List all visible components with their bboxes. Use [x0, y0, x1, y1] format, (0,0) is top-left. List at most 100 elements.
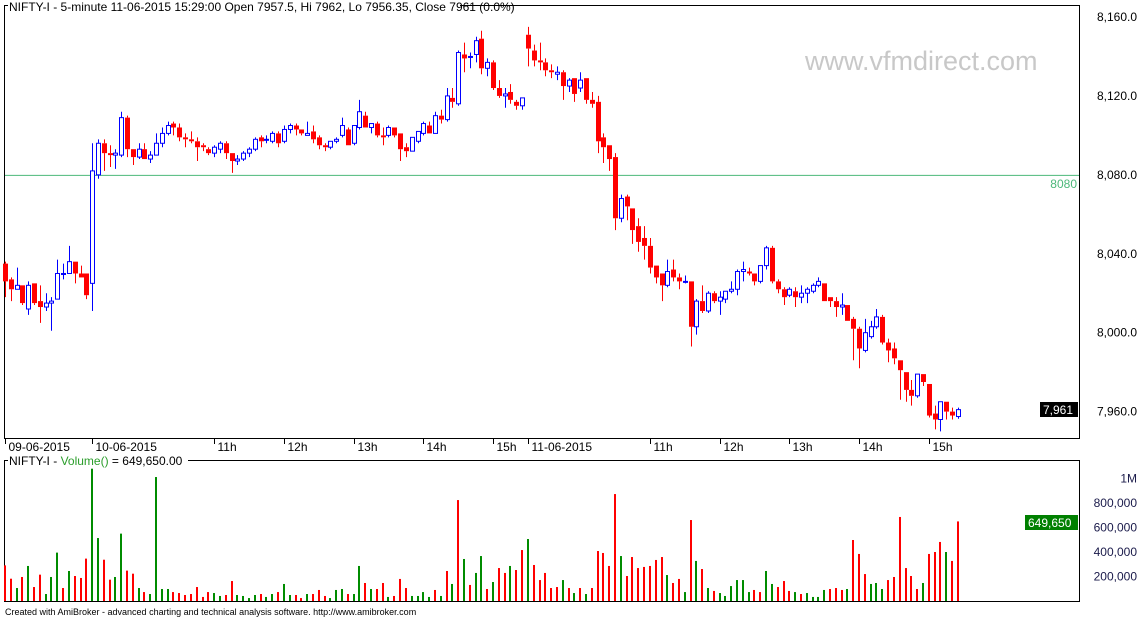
volume-bar [870, 583, 872, 601]
candle-body [567, 79, 572, 87]
volume-bar [254, 594, 256, 601]
candle-up [567, 78, 572, 92]
volume-bar [265, 596, 267, 601]
candle-up [433, 111, 438, 134]
volume-bar [771, 583, 773, 601]
volume-bar [573, 593, 575, 601]
volume-bar [324, 595, 326, 601]
price-tick-label: 8,080.0 [1097, 168, 1137, 182]
volume-bar [730, 586, 732, 601]
price-tick-label: 8,160.0 [1097, 10, 1137, 24]
candle-body [195, 141, 200, 148]
candle-body [270, 132, 275, 142]
candle-up [328, 140, 333, 150]
candle-down [20, 285, 25, 306]
volume-bar [701, 569, 703, 601]
time-tick-label: 14h [427, 440, 447, 454]
candle-body [712, 293, 717, 302]
candle-up [340, 117, 345, 138]
candle-body [520, 97, 525, 107]
candle-body [439, 115, 444, 120]
candle-body [485, 61, 490, 69]
candle-body [921, 374, 926, 383]
candle-up [270, 131, 275, 144]
candle-body [49, 300, 54, 304]
volume-bar [446, 570, 448, 601]
horizontal-line-8080[interactable]: 8080 [5, 174, 1079, 191]
candle-down [79, 265, 84, 278]
candle-body [915, 373, 920, 397]
volume-bar [504, 572, 506, 601]
candle-body [247, 148, 252, 154]
candle-down [793, 287, 798, 308]
volume-bar [231, 581, 233, 601]
candle-body [224, 143, 229, 154]
volume-bar [126, 570, 128, 601]
candle-down [642, 226, 647, 260]
candle-body [689, 281, 694, 327]
time-tick-label: 13h [793, 440, 813, 454]
candle-body [26, 284, 31, 310]
candle-down [9, 277, 14, 302]
candle-up [468, 52, 473, 69]
price-axis[interactable]: 8,160.0 8,120.0 8,080.0 8,040.0 8,000.0 7,960… [1097, 10, 1137, 419]
volume-bar [120, 533, 122, 601]
candle-body [20, 285, 25, 304]
candle-body [218, 142, 223, 150]
candle-body [793, 291, 798, 298]
candle-down [497, 80, 502, 98]
candle-body [880, 316, 885, 343]
candle-body [392, 127, 397, 136]
volume-bar [114, 576, 116, 601]
candle-body [590, 99, 595, 104]
volume-bar [835, 588, 837, 601]
candle-down [479, 30, 484, 75]
volume-bar [172, 592, 174, 601]
volume-bar [370, 588, 372, 601]
volume-bar [492, 582, 494, 601]
candle-up [718, 291, 723, 315]
volume-bar [16, 588, 18, 601]
candle-body [898, 360, 903, 371]
volume-bar [387, 596, 389, 601]
volume-title-background [8, 454, 188, 466]
candle-down [927, 383, 932, 418]
candle-body [131, 149, 136, 158]
candle-down [770, 245, 775, 284]
candle-down [654, 265, 659, 284]
candle-up [212, 145, 217, 158]
time-tick-label: 15h [933, 440, 953, 454]
candle-body [491, 62, 496, 89]
candle-body [607, 145, 612, 160]
candle-down [630, 208, 635, 244]
candle-up [61, 263, 66, 280]
volume-bar [655, 559, 657, 601]
candle-body [317, 137, 322, 146]
candle-body [346, 129, 351, 146]
volume-bar [428, 596, 430, 601]
candle-body [474, 40, 479, 55]
candle-body [706, 292, 711, 312]
candle-body [55, 272, 60, 300]
candle-body [694, 300, 699, 328]
candle-body [508, 91, 513, 100]
volume-bar [417, 595, 419, 601]
candle-body [950, 411, 955, 416]
volume-bar [74, 576, 76, 601]
volume-bar [783, 581, 785, 601]
volume-bar [347, 594, 349, 601]
volume-axis[interactable]: 1M 800,000 600,000 400,000 200,000 [1094, 472, 1138, 584]
candle-body [863, 332, 868, 351]
candle-up [282, 125, 287, 144]
candle-up [799, 285, 804, 304]
candle-body [718, 296, 723, 302]
candle-body [113, 152, 118, 156]
candle-down [108, 145, 113, 167]
candle-up [369, 123, 374, 134]
candle-body [526, 34, 531, 49]
candle-up [49, 297, 54, 331]
candle-up [235, 155, 240, 165]
candle-up [723, 290, 728, 304]
volume-bar [463, 558, 465, 601]
candle-down [317, 135, 322, 150]
